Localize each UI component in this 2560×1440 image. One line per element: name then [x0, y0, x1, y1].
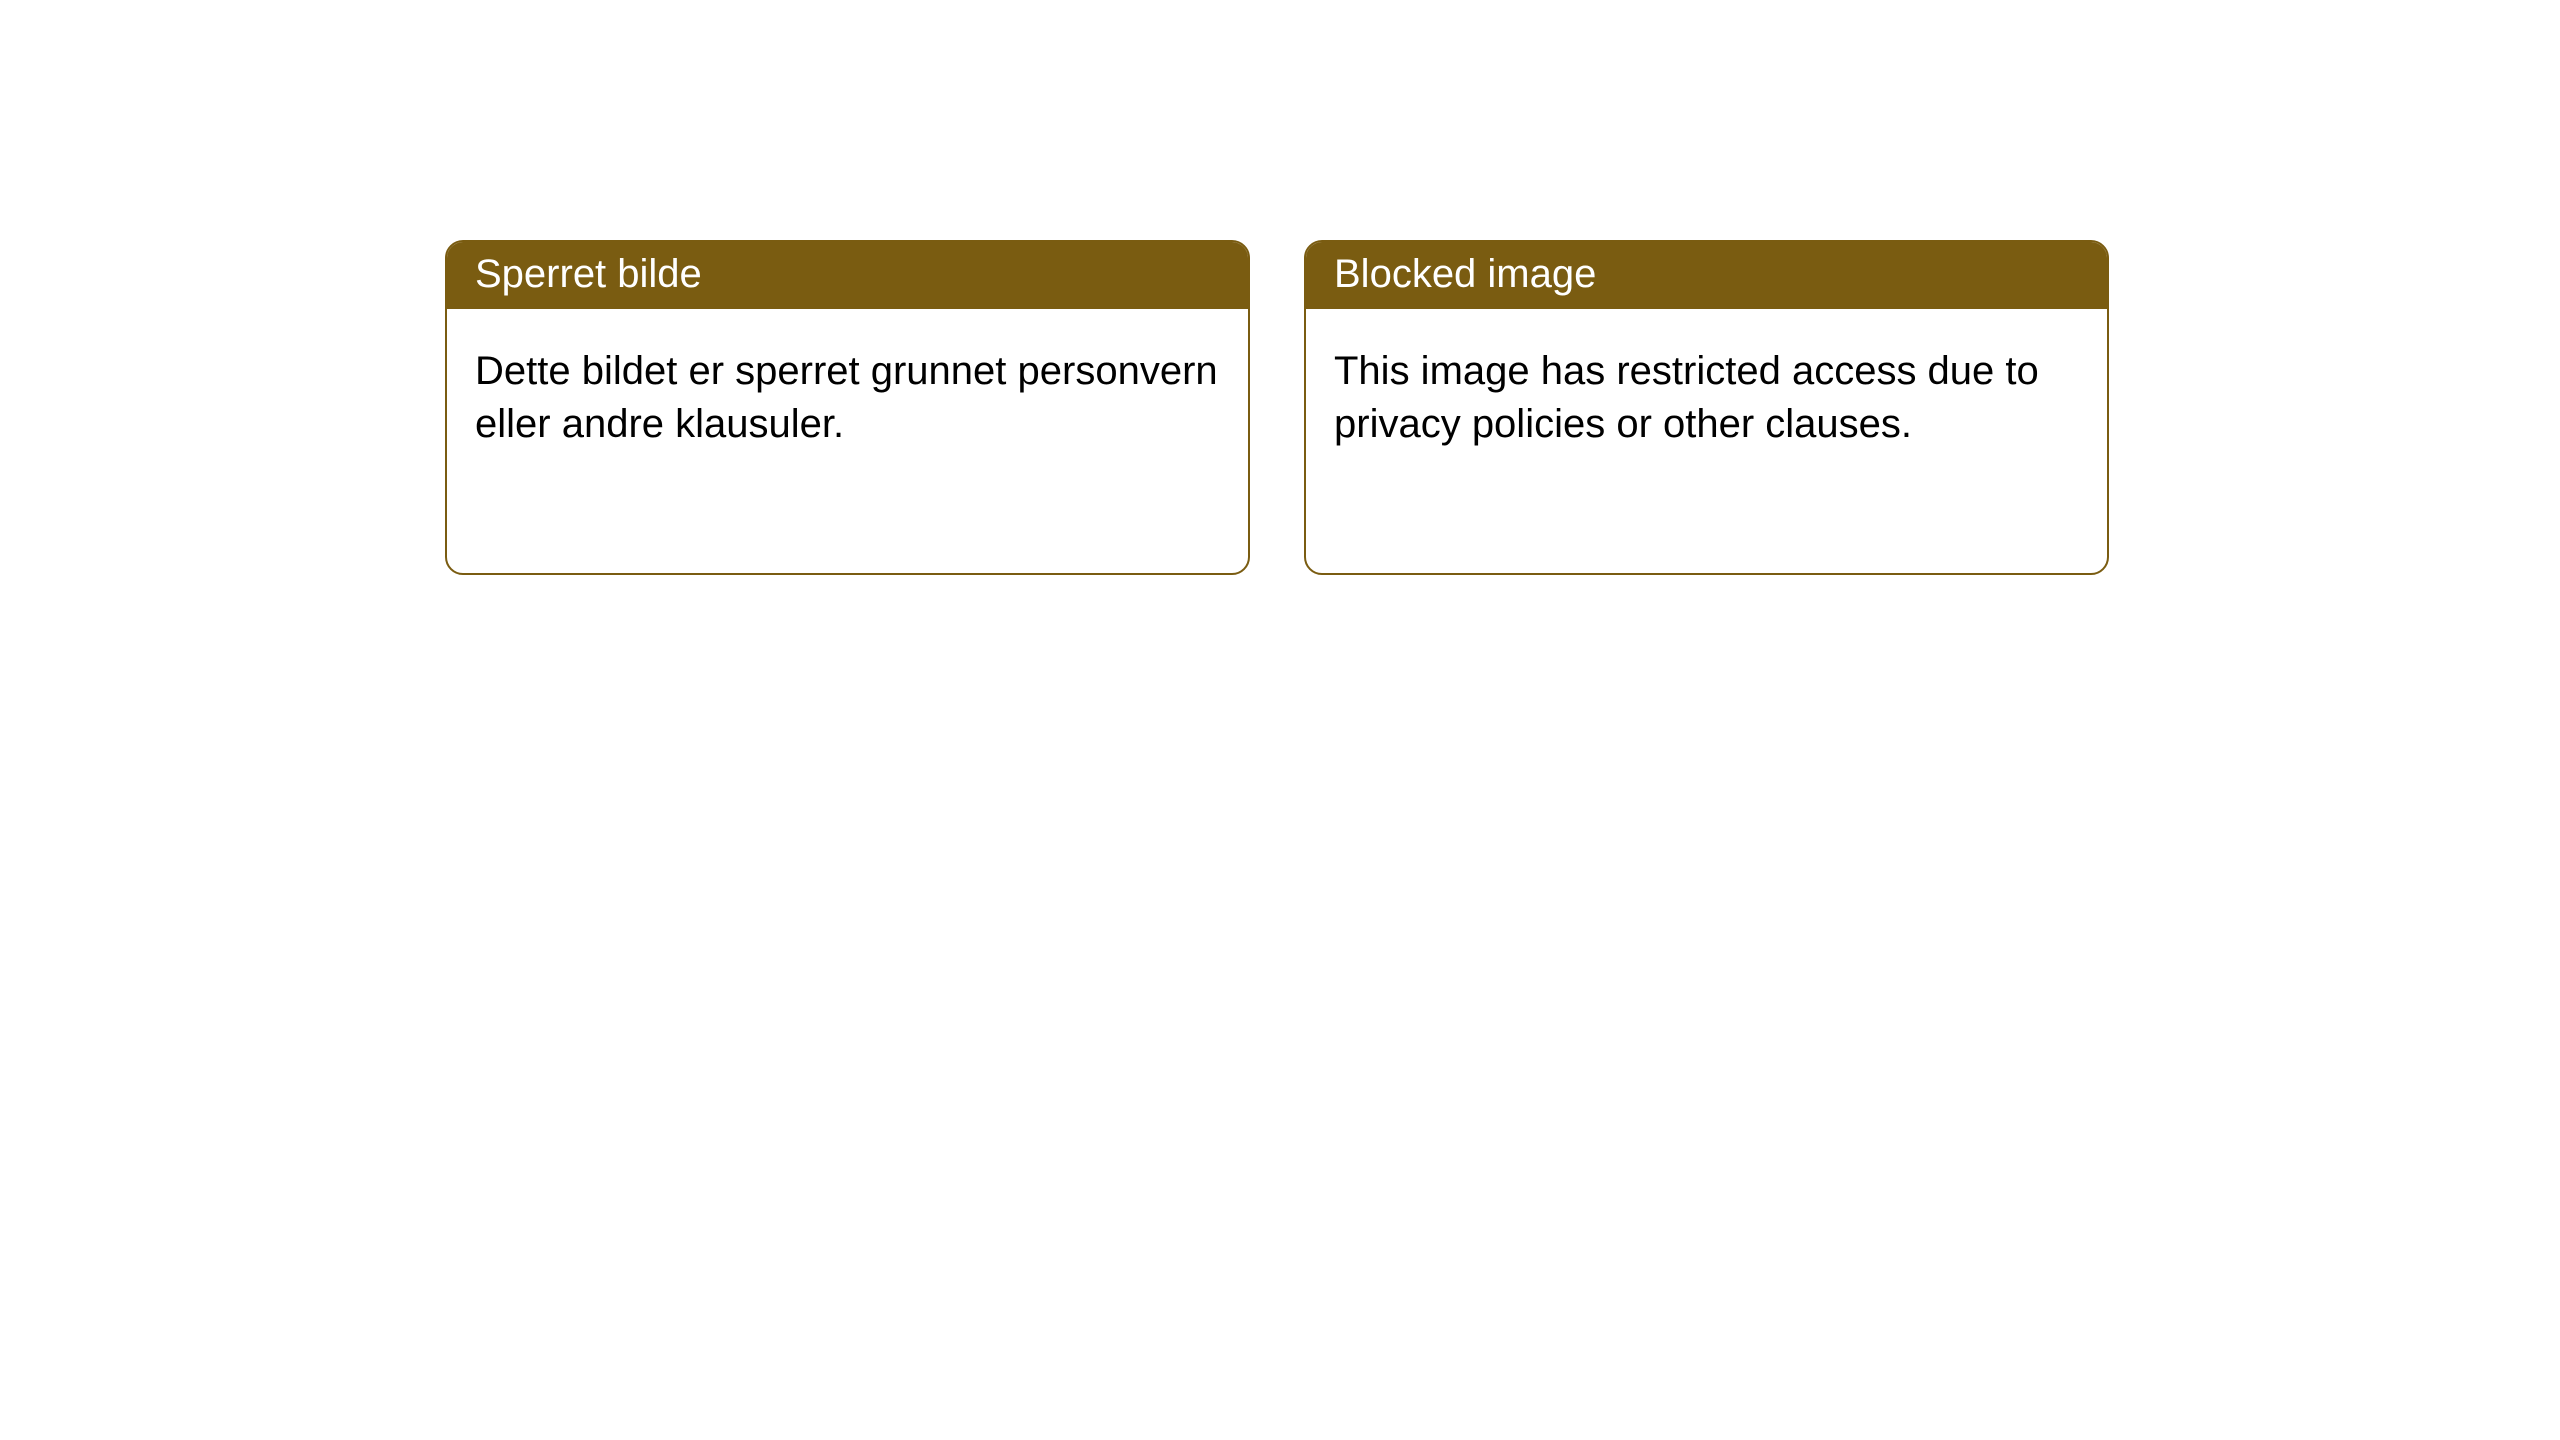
- notice-body-text: Dette bildet er sperret grunnet personve…: [475, 349, 1218, 446]
- notice-body-text: This image has restricted access due to …: [1334, 349, 2039, 446]
- notice-container: Sperret bilde Dette bildet er sperret gr…: [0, 0, 2560, 575]
- notice-body: This image has restricted access due to …: [1306, 309, 2107, 487]
- notice-title: Sperret bilde: [475, 252, 702, 296]
- notice-header: Sperret bilde: [447, 242, 1248, 309]
- notice-card-norwegian: Sperret bilde Dette bildet er sperret gr…: [445, 240, 1250, 575]
- notice-title: Blocked image: [1334, 252, 1596, 296]
- notice-header: Blocked image: [1306, 242, 2107, 309]
- notice-card-english: Blocked image This image has restricted …: [1304, 240, 2109, 575]
- notice-body: Dette bildet er sperret grunnet personve…: [447, 309, 1248, 487]
